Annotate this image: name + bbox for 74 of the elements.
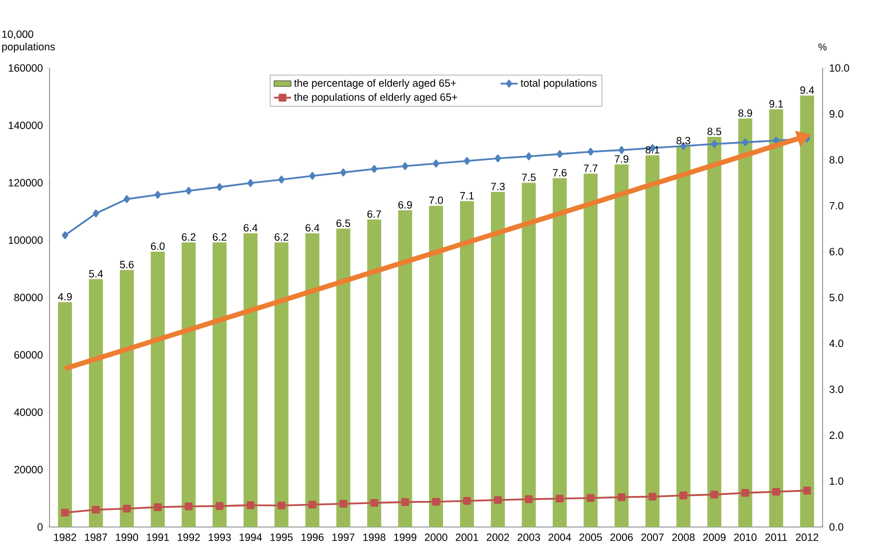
- x-tick-label: 1990: [116, 534, 138, 541]
- x-tick-label: 2003: [518, 534, 540, 541]
- data-label: 6.9: [398, 201, 412, 209]
- data-label: 7.6: [552, 169, 567, 176]
- y2-tick-label: 2.0: [830, 431, 844, 439]
- x-tick-label: 1996: [301, 534, 324, 541]
- x-tick-label: 2011: [765, 534, 787, 541]
- x-tick-label: 1997: [332, 534, 354, 541]
- y-tick-label: 20000: [14, 466, 43, 474]
- y2-tick-label: 0.0: [829, 523, 844, 531]
- data-label: 7.5: [522, 174, 536, 182]
- y2-axis-title: %: [818, 43, 827, 50]
- data-label: 6.2: [212, 233, 226, 241]
- data-label: 6.0: [150, 242, 165, 250]
- x-tick-label: 1999: [394, 534, 416, 541]
- data-label: 6.5: [336, 220, 350, 227]
- y-tick-label: 40000: [14, 408, 43, 416]
- y2-tick-label: 7.0: [830, 202, 844, 210]
- legend-label: the percentage of elderly aged 65+: [294, 79, 456, 89]
- data-label: 4.9: [58, 292, 72, 300]
- x-tick-label: 1994: [240, 534, 262, 541]
- x-tick-label: 1987: [85, 534, 108, 541]
- x-tick-label: 2007: [641, 534, 664, 541]
- y2-tick-label: 5.0: [829, 294, 844, 302]
- x-tick-label: 2012: [796, 534, 818, 541]
- data-label: 5.4: [89, 270, 103, 278]
- y2-tick-label: 4.0: [829, 340, 844, 348]
- data-label: 9.1: [769, 100, 783, 108]
- y2-tick-label: 1.0: [830, 477, 844, 485]
- y-axis-title: 10,000 populations: [2, 30, 55, 52]
- legend-label: total populations: [520, 79, 597, 89]
- x-tick-label: 1998: [363, 534, 386, 541]
- data-label: 6.2: [274, 233, 288, 241]
- x-tick-label: 1992: [178, 534, 200, 541]
- data-label: 6.4: [306, 224, 320, 232]
- x-tick-label: 1993: [208, 534, 231, 541]
- data-label: 8.3: [676, 136, 690, 144]
- y2-tick-label: 10.0: [830, 64, 850, 72]
- data-label: 7.7: [584, 164, 598, 172]
- y-tick-label: 120000: [8, 179, 43, 186]
- data-label: 6.2: [182, 233, 196, 241]
- x-tick-label: 1991: [146, 534, 169, 541]
- x-tick-label: 2004: [548, 534, 572, 541]
- data-label: 7.9: [614, 155, 628, 163]
- x-tick-label: 1995: [270, 534, 293, 541]
- data-label: 9.4: [800, 86, 814, 94]
- x-tick-label: 2008: [672, 534, 695, 541]
- data-label: 8.9: [738, 109, 752, 117]
- y2-tick-label: 6.0: [830, 248, 844, 256]
- y-tick-label: 140000: [8, 122, 43, 130]
- x-tick-label: 2006: [610, 534, 633, 541]
- data-label: 7.0: [429, 196, 443, 204]
- x-tick-label: 1982: [54, 534, 76, 541]
- x-tick-label: 2010: [734, 534, 757, 541]
- y-tick-label: 80000: [14, 294, 43, 302]
- y-tick-label: 100000: [8, 236, 43, 244]
- y2-tick-label: 8.0: [830, 156, 844, 164]
- data-label: 6.7: [367, 210, 381, 218]
- data-label: 6.4: [244, 224, 258, 232]
- x-tick-label: 2002: [486, 534, 510, 541]
- x-tick-label: 2000: [424, 534, 448, 541]
- x-tick-label: 2005: [580, 534, 602, 541]
- data-label: 8.5: [707, 128, 722, 136]
- x-tick-label: 2009: [703, 534, 726, 541]
- x-tick-label: 2001: [456, 534, 478, 541]
- data-label: 7.3: [491, 182, 505, 190]
- legend-label: the populations of elderly aged 65+: [294, 93, 458, 103]
- y-tick-label: 160000: [8, 64, 43, 72]
- y2-tick-label: 9.0: [830, 110, 844, 118]
- y-tick-label: 0: [38, 523, 43, 531]
- y2-tick-label: 3.0: [829, 386, 844, 394]
- y-tick-label: 60000: [14, 351, 43, 359]
- data-label: 7.1: [460, 192, 474, 200]
- data-label: 5.6: [120, 260, 134, 268]
